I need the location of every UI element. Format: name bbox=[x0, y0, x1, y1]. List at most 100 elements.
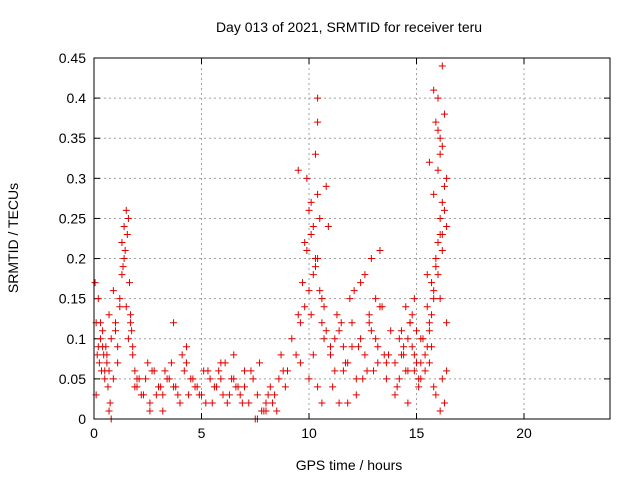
data-point bbox=[438, 247, 446, 255]
data-point bbox=[318, 295, 326, 303]
data-point bbox=[195, 391, 203, 399]
data-point bbox=[144, 359, 152, 367]
data-point bbox=[213, 383, 221, 391]
y-tick-label: 0.1 bbox=[67, 331, 87, 347]
data-point bbox=[357, 335, 365, 343]
data-point bbox=[421, 351, 429, 359]
data-point bbox=[161, 367, 169, 375]
data-point bbox=[96, 335, 104, 343]
data-point bbox=[131, 367, 139, 375]
data-point bbox=[225, 391, 233, 399]
data-point bbox=[142, 375, 150, 383]
data-point bbox=[372, 295, 380, 303]
data-point bbox=[350, 287, 358, 295]
data-point bbox=[316, 214, 324, 222]
data-point bbox=[314, 190, 322, 198]
data-point bbox=[215, 367, 223, 375]
data-point bbox=[408, 343, 416, 351]
data-point bbox=[339, 343, 347, 351]
data-point bbox=[430, 86, 438, 94]
data-point bbox=[434, 166, 442, 174]
y-tick-label: 0.2 bbox=[67, 251, 87, 267]
data-point bbox=[318, 399, 326, 407]
data-point bbox=[357, 279, 365, 287]
data-point bbox=[238, 399, 246, 407]
data-point bbox=[438, 198, 446, 206]
data-point bbox=[277, 351, 285, 359]
data-point bbox=[114, 359, 122, 367]
data-point bbox=[122, 206, 130, 214]
data-point bbox=[139, 391, 147, 399]
data-point bbox=[327, 351, 334, 359]
data-point bbox=[311, 255, 319, 263]
data-point bbox=[303, 174, 311, 182]
data-point bbox=[112, 319, 119, 327]
data-point bbox=[170, 383, 178, 391]
data-point bbox=[335, 327, 343, 335]
data-point bbox=[118, 271, 126, 279]
data-point bbox=[367, 327, 375, 335]
data-point bbox=[348, 319, 356, 327]
data-point bbox=[391, 359, 399, 367]
x-tick-label: 15 bbox=[409, 425, 425, 441]
data-point bbox=[417, 359, 425, 367]
data-point bbox=[361, 351, 369, 359]
data-point bbox=[434, 271, 442, 279]
data-point bbox=[443, 174, 451, 182]
data-point bbox=[434, 94, 442, 102]
data-point bbox=[385, 351, 393, 359]
data-point bbox=[314, 118, 322, 126]
data-point bbox=[404, 335, 412, 343]
data-point bbox=[159, 407, 167, 415]
y-tick-label: 0.4 bbox=[67, 90, 87, 106]
data-point bbox=[309, 222, 317, 230]
data-point bbox=[303, 247, 311, 255]
data-point bbox=[370, 367, 377, 375]
data-point bbox=[320, 303, 328, 311]
data-point bbox=[305, 375, 313, 383]
data-point bbox=[103, 351, 111, 359]
y-tick-label: 0.45 bbox=[59, 50, 86, 66]
plot-frame bbox=[93, 57, 611, 420]
data-point bbox=[217, 359, 225, 367]
y-tick-label: 0.3 bbox=[67, 170, 87, 186]
data-point bbox=[93, 351, 101, 359]
data-point bbox=[114, 343, 122, 351]
data-point bbox=[128, 327, 136, 335]
x-tick-label: 0 bbox=[90, 425, 98, 441]
data-point bbox=[440, 182, 448, 190]
data-point bbox=[116, 295, 124, 303]
data-point bbox=[294, 311, 302, 319]
grid-lines bbox=[94, 58, 610, 419]
data-point bbox=[133, 383, 141, 391]
data-point bbox=[395, 375, 403, 383]
data-point bbox=[425, 327, 433, 335]
data-point bbox=[309, 271, 317, 279]
data-point bbox=[438, 230, 446, 238]
data-point bbox=[417, 375, 425, 383]
y-tick-label: 0.15 bbox=[59, 291, 86, 307]
data-point bbox=[95, 359, 103, 367]
data-point bbox=[148, 367, 156, 375]
y-tick-label: 0.35 bbox=[59, 130, 86, 146]
data-point bbox=[365, 311, 373, 319]
data-point bbox=[320, 335, 328, 343]
data-point bbox=[299, 279, 307, 287]
data-point bbox=[106, 399, 114, 407]
data-point bbox=[109, 287, 117, 295]
data-point bbox=[127, 319, 135, 327]
data-point bbox=[182, 343, 190, 351]
data-point bbox=[423, 303, 431, 311]
data-point bbox=[428, 279, 436, 287]
data-point bbox=[432, 118, 440, 126]
data-point bbox=[410, 351, 418, 359]
data-point bbox=[421, 367, 429, 375]
data-point bbox=[119, 263, 127, 271]
data-point bbox=[262, 407, 270, 415]
data-point bbox=[331, 367, 339, 375]
data-point bbox=[436, 150, 444, 158]
data-point bbox=[438, 62, 446, 70]
data-point bbox=[415, 383, 423, 391]
data-point bbox=[94, 295, 102, 303]
